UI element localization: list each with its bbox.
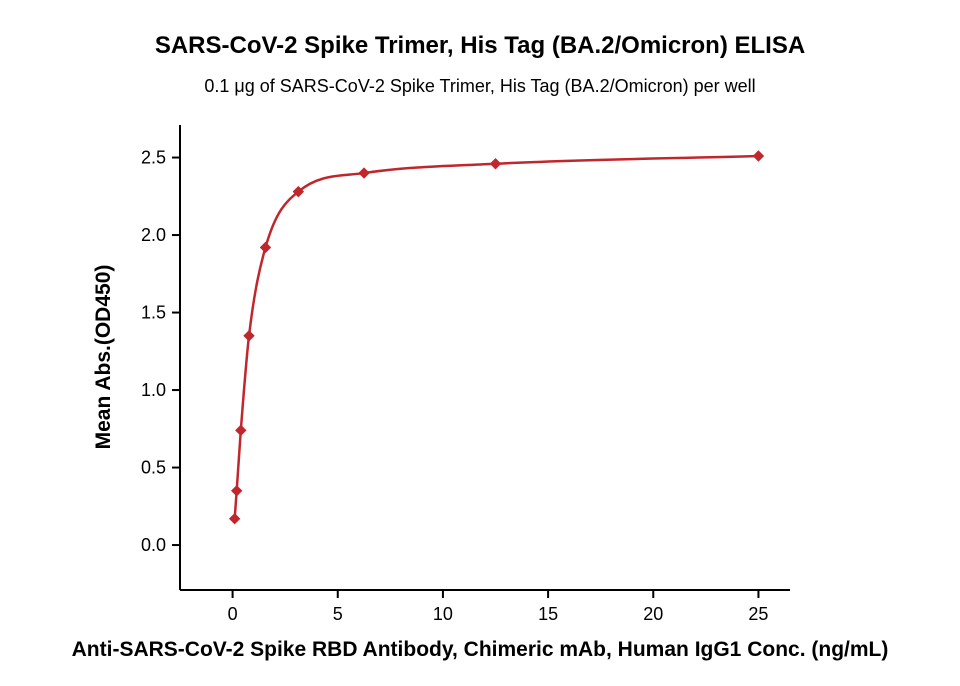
y-tick-label: 0.5 bbox=[141, 458, 166, 478]
data-point-marker bbox=[489, 158, 502, 170]
y-tick-label: 1.0 bbox=[141, 380, 166, 400]
y-tick-label: 1.5 bbox=[141, 303, 166, 323]
y-tick-label: 2.0 bbox=[141, 225, 166, 245]
data-point-marker bbox=[235, 424, 247, 437]
x-tick-label: 10 bbox=[433, 604, 453, 624]
chart-subtitle: 0.1 μg of SARS-CoV-2 Spike Trimer, His T… bbox=[204, 76, 756, 96]
data-point-marker bbox=[243, 330, 255, 342]
y-tick-label: 0.0 bbox=[141, 535, 166, 555]
data-point-marker bbox=[358, 167, 370, 179]
data-point-marker bbox=[259, 241, 272, 254]
x-tick-label: 0 bbox=[228, 604, 238, 624]
x-tick-label: 15 bbox=[538, 604, 558, 624]
chart-title: SARS-CoV-2 Spike Trimer, His Tag (BA.2/O… bbox=[154, 32, 806, 59]
data-point-marker bbox=[230, 485, 243, 497]
y-tick-label: 2.5 bbox=[141, 148, 166, 168]
data-point-marker bbox=[292, 185, 305, 198]
x-tick-label: 5 bbox=[333, 604, 343, 624]
x-axis-label: Anti-SARS-CoV-2 Spike RBD Antibody, Chim… bbox=[71, 638, 889, 661]
x-tick-label: 20 bbox=[643, 604, 663, 624]
data-point-marker bbox=[228, 512, 241, 525]
series-fit-curve bbox=[233, 154, 760, 520]
data-point-marker bbox=[752, 150, 765, 162]
x-tick-label: 25 bbox=[748, 604, 768, 624]
